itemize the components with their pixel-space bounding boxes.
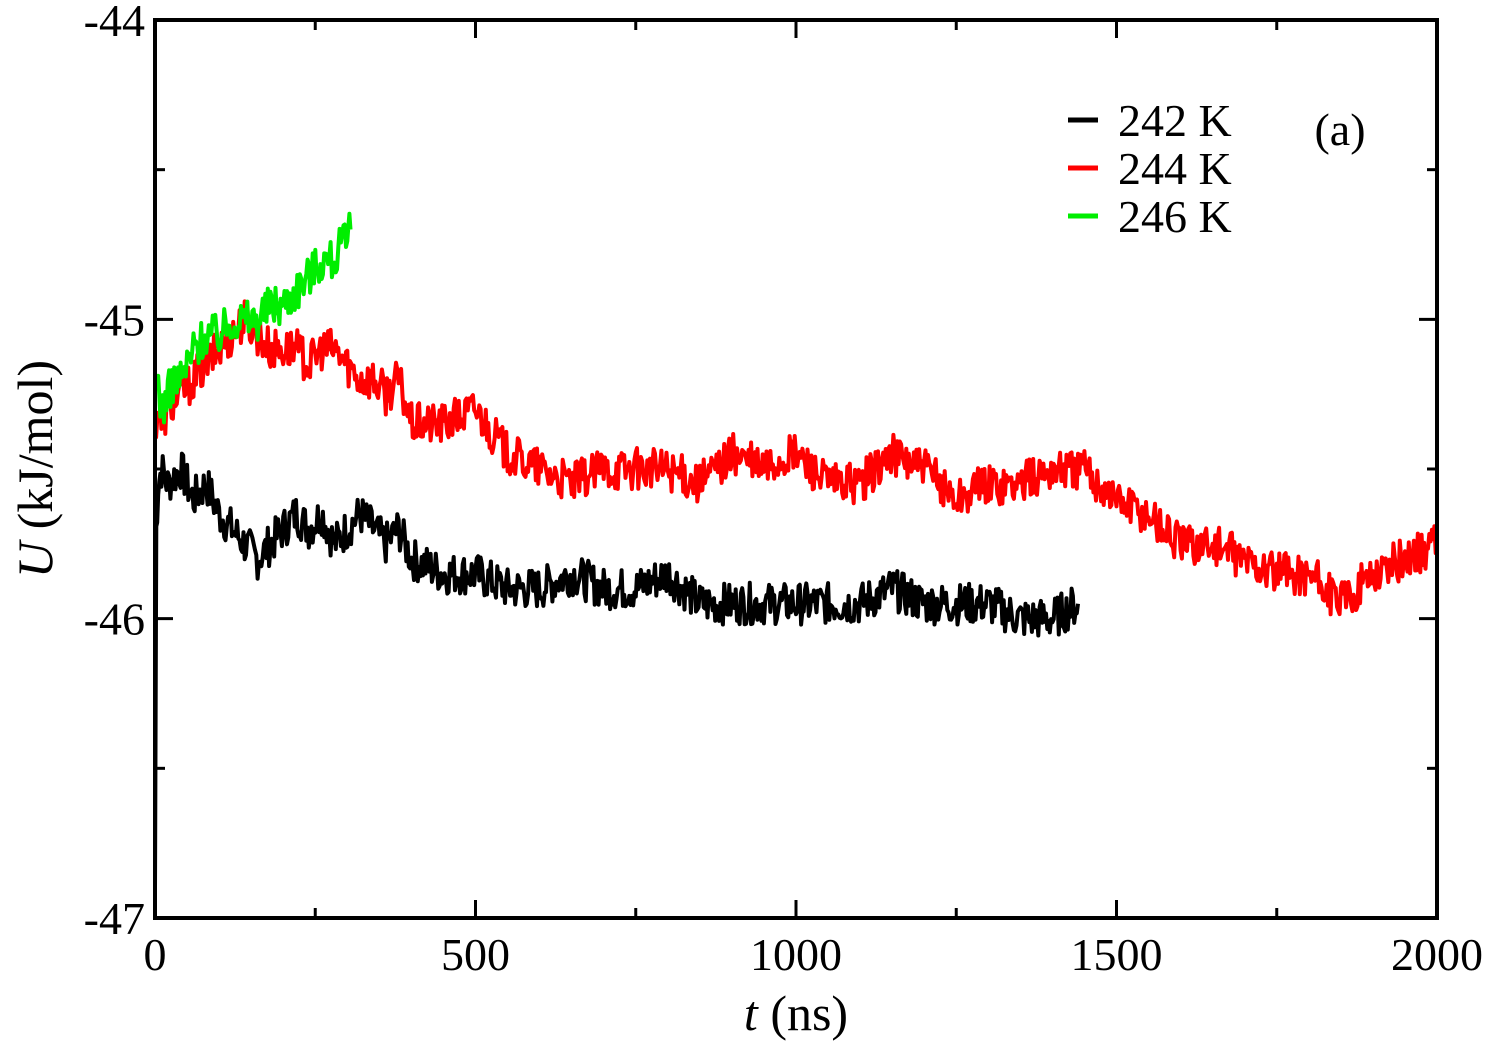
y-axis-symbol: U (7, 539, 63, 578)
x-tick-label: 0 (144, 929, 167, 980)
x-axis-symbol: t (744, 985, 759, 1041)
series-line-246-k (153, 211, 353, 425)
x-tick-label: 1000 (750, 929, 842, 980)
panel-label: (a) (1314, 104, 1365, 155)
series-line-242-k (153, 451, 1080, 889)
x-tick-label: 500 (441, 929, 510, 980)
x-tick-label: 2000 (1391, 929, 1483, 980)
legend-label: 246 K (1118, 191, 1232, 242)
tick-labels-layer: 0 500 1000 1500 2000 -47 -46 -45 -44 (84, 0, 1483, 980)
y-axis-unit: (kJ/mol) (7, 360, 63, 542)
legend-label: 244 K (1118, 143, 1232, 194)
series-line-244-k (153, 299, 1439, 617)
y-tick-label: -46 (84, 594, 145, 645)
legend-label: 242 K (1118, 95, 1232, 146)
y-axis-title: U (kJ/mol) (7, 360, 63, 578)
plot-frame (153, 18, 1439, 920)
x-axis-unit: (ns) (758, 985, 848, 1041)
y-tick-label: -47 (84, 893, 145, 944)
series-layer (153, 211, 1439, 889)
y-tick-label: -44 (84, 0, 145, 46)
x-axis-title: t (ns) (744, 985, 848, 1041)
x-tick-label: 1500 (1071, 929, 1163, 980)
y-tick-label: -45 (84, 294, 145, 345)
ticks-layer (153, 18, 1439, 920)
